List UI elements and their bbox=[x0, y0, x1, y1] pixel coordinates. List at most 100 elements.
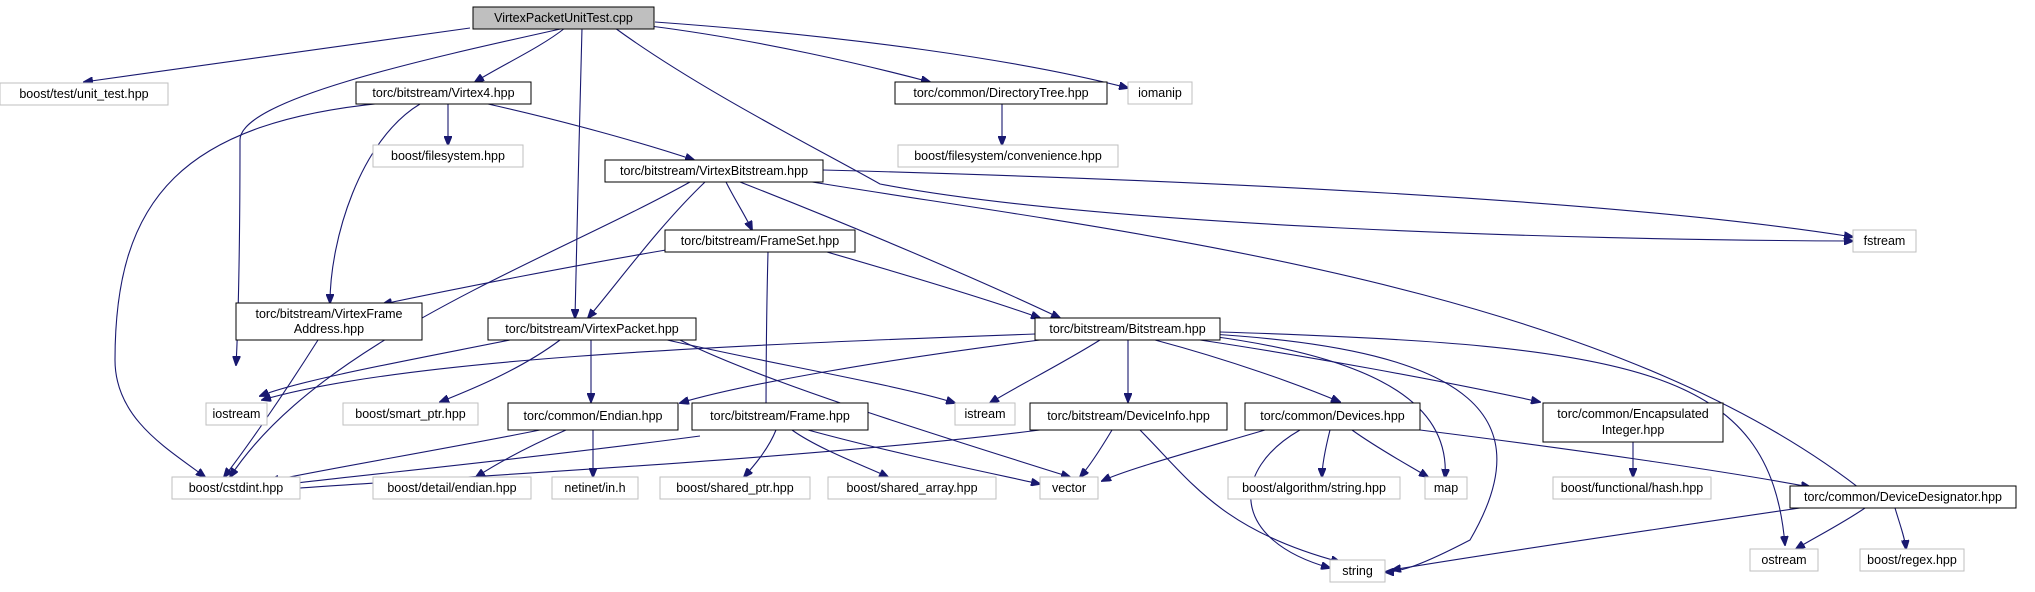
edge-bitstream-to-iostream bbox=[262, 333, 1036, 400]
node-frame[interactable]: torc/bitstream/Frame.hpp bbox=[691, 402, 869, 431]
node-label: map bbox=[1434, 481, 1458, 495]
edge-devices-to-string bbox=[1250, 429, 1330, 568]
edge-dd-to-string bbox=[1392, 507, 1801, 570]
edge-bitstream-to-ostream bbox=[1219, 331, 1785, 545]
edge-bitstream-to-map bbox=[1209, 335, 1445, 478]
edge-bitstream-to-encint bbox=[1199, 339, 1540, 402]
node-label: string bbox=[1342, 564, 1373, 578]
edge-endian-to-cstdint bbox=[270, 429, 541, 481]
edge-devices-to-vector bbox=[1102, 429, 1266, 481]
node-bitstream[interactable]: torc/bitstream/Bitstream.hpp bbox=[1034, 317, 1221, 341]
edge-vb-to-virtexpacket bbox=[588, 181, 706, 318]
node-iostream[interactable]: iostream bbox=[205, 402, 268, 426]
edge-deviceinfo-to-cstdint bbox=[272, 429, 1041, 490]
node-main[interactable]: VirtexPacketUnitTest.cpp bbox=[472, 6, 655, 30]
node-label: torc/bitstream/Bitstream.hpp bbox=[1049, 322, 1205, 336]
node-convenience[interactable]: boost/filesystem/convenience.hpp bbox=[897, 144, 1119, 168]
edge-vb-to-cstdint bbox=[230, 181, 691, 477]
node-detail-endian[interactable]: boost/detail/endian.hpp bbox=[372, 476, 532, 500]
node-label: fstream bbox=[1864, 234, 1906, 248]
node-shared-ptr[interactable]: boost/shared_ptr.hpp bbox=[659, 476, 811, 500]
node-frameset[interactable]: torc/bitstream/FrameSet.hpp bbox=[664, 229, 856, 253]
node-deviceinfo[interactable]: torc/bitstream/DeviceInfo.hpp bbox=[1029, 402, 1228, 431]
node-vector[interactable]: vector bbox=[1039, 476, 1099, 500]
edge-dd-to-ostream bbox=[1796, 507, 1866, 549]
node-unit-test[interactable]: boost/test/unit_test.hpp bbox=[0, 82, 169, 106]
node-encapsulated-integer[interactable]: torc/common/Encapsulated Integer.hpp bbox=[1542, 402, 1724, 443]
node-devicedesignator[interactable]: torc/common/DeviceDesignator.hpp bbox=[1789, 485, 2017, 509]
node-devices[interactable]: torc/common/Devices.hpp bbox=[1244, 402, 1421, 431]
node-regex[interactable]: boost/regex.hpp bbox=[1859, 548, 1965, 572]
edge-vp-to-istream bbox=[649, 335, 955, 403]
edge-bitstream-to-istream bbox=[990, 339, 1101, 403]
edge-bitstream-to-string bbox=[1209, 333, 1498, 572]
edge-frame-to-vector bbox=[807, 429, 1040, 484]
edge-main-to-iomanip bbox=[654, 21, 1128, 88]
node-label: boost/smart_ptr.hpp bbox=[355, 407, 466, 421]
node-map[interactable]: map bbox=[1424, 476, 1468, 500]
node-algo-string[interactable]: boost/algorithm/string.hpp bbox=[1227, 476, 1401, 500]
node-dirtree[interactable]: torc/common/DirectoryTree.hpp bbox=[894, 81, 1108, 105]
node-label-line1: torc/bitstream/VirtexFrame bbox=[255, 307, 402, 321]
node-label: torc/bitstream/VirtexBitstream.hpp bbox=[620, 164, 808, 178]
edge-frame-to-shared-array bbox=[791, 429, 888, 477]
edge-frameset-to-frame bbox=[766, 251, 768, 422]
node-fstream[interactable]: fstream bbox=[1852, 229, 1917, 253]
node-netinet[interactable]: netinet/in.h bbox=[551, 476, 639, 500]
node-label: boost/shared_ptr.hpp bbox=[676, 481, 793, 495]
edge-vb-to-devicedesignator bbox=[799, 179, 1868, 495]
node-label: boost/functional/hash.hpp bbox=[1561, 481, 1704, 495]
node-virtexbitstream[interactable]: torc/bitstream/VirtexBitstream.hpp bbox=[604, 159, 824, 183]
node-label: torc/common/DeviceDesignator.hpp bbox=[1804, 490, 2002, 504]
node-iomanip[interactable]: iomanip bbox=[1127, 81, 1193, 105]
edge-vb-to-frameset bbox=[725, 181, 752, 230]
edge-deviceinfo-to-string bbox=[1139, 429, 1340, 562]
edge-vp-to-iostream bbox=[260, 339, 511, 396]
node-virtex4[interactable]: torc/bitstream/Virtex4.hpp bbox=[355, 81, 532, 105]
edge-dd-to-regex bbox=[1894, 507, 1906, 549]
node-label: torc/common/Endian.hpp bbox=[524, 409, 663, 423]
node-label: boost/cstdint.hpp bbox=[189, 481, 284, 495]
node-virtexpacket[interactable]: torc/bitstream/VirtexPacket.hpp bbox=[487, 317, 697, 341]
node-label-line2: Address.hpp bbox=[294, 322, 364, 336]
node-label-line1: torc/common/Encapsulated bbox=[1557, 407, 1709, 421]
node-shared-array[interactable]: boost/shared_array.hpp bbox=[827, 476, 997, 500]
node-istream[interactable]: istream bbox=[954, 402, 1016, 426]
edge-frame-to-shared-ptr bbox=[744, 429, 777, 477]
edge-endian-to-detail-endian bbox=[476, 429, 567, 477]
edge-devices-to-map bbox=[1351, 429, 1428, 477]
edge-virtex4-to-cstdint bbox=[114, 101, 396, 477]
node-smart-ptr[interactable]: boost/smart_ptr.hpp bbox=[342, 402, 479, 426]
edge-frameset-to-vfa bbox=[383, 245, 691, 304]
node-label: boost/algorithm/string.hpp bbox=[1242, 481, 1386, 495]
node-cstdint[interactable]: boost/cstdint.hpp bbox=[171, 476, 301, 500]
node-functional-hash[interactable]: boost/functional/hash.hpp bbox=[1552, 476, 1712, 500]
edge-virtex4-to-vfa bbox=[330, 103, 421, 303]
node-label: VirtexPacketUnitTest.cpp bbox=[494, 11, 633, 25]
edge-main-to-dirtree bbox=[649, 25, 930, 82]
node-ostream[interactable]: ostream bbox=[1749, 548, 1819, 572]
node-label: istream bbox=[965, 407, 1006, 421]
edge-main-to-unit-test bbox=[84, 27, 471, 82]
node-label: boost/regex.hpp bbox=[1867, 553, 1957, 567]
node-virtex-frame-address[interactable]: torc/bitstream/VirtexFrame Address.hpp bbox=[235, 302, 423, 341]
node-label: torc/bitstream/DeviceInfo.hpp bbox=[1047, 409, 1210, 423]
node-label: ostream bbox=[1761, 553, 1806, 567]
node-endian[interactable]: torc/common/Endian.hpp bbox=[507, 402, 679, 431]
node-filesystem[interactable]: boost/filesystem.hpp bbox=[372, 144, 524, 168]
edge-frameset-to-bitstream bbox=[819, 249, 1040, 318]
edge-bitstream-to-endian bbox=[680, 339, 1041, 403]
node-label: vector bbox=[1052, 481, 1086, 495]
edge-main-to-fstream bbox=[614, 27, 1853, 241]
edge-devices-to-algo-string bbox=[1322, 429, 1331, 477]
node-label: iomanip bbox=[1138, 86, 1182, 100]
edge-vb-to-bitstream bbox=[739, 181, 1060, 318]
node-label: torc/bitstream/Virtex4.hpp bbox=[372, 86, 514, 100]
node-label-line2: Integer.hpp bbox=[1602, 423, 1665, 437]
node-string[interactable]: string bbox=[1329, 559, 1386, 583]
node-label: torc/bitstream/FrameSet.hpp bbox=[681, 234, 839, 248]
edge-deviceinfo-to-vector bbox=[1080, 429, 1113, 477]
node-label: torc/bitstream/Frame.hpp bbox=[710, 409, 850, 423]
node-label: netinet/in.h bbox=[564, 481, 625, 495]
edge-frame-to-cstdint bbox=[272, 435, 701, 486]
